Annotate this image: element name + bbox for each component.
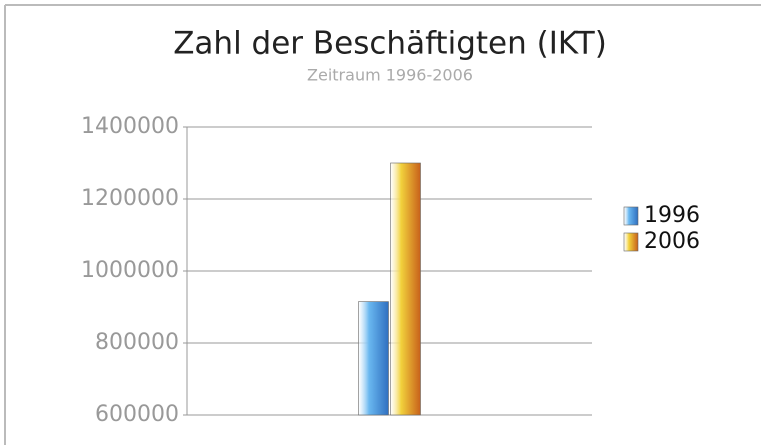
legend-swatch	[623, 232, 639, 252]
bar	[390, 162, 421, 416]
legend-label: 2006	[644, 229, 700, 254]
y-tick-label: 1400000	[81, 114, 179, 139]
y-tick-label: 1000000	[81, 258, 179, 283]
y-tick-label: 800000	[95, 330, 179, 355]
legend-label: 1996	[644, 203, 700, 228]
y-tick-label: 600000	[95, 402, 179, 427]
chart-title: Zahl der Beschäftigten (IKT)	[173, 26, 607, 62]
legend-swatch	[623, 206, 639, 226]
chart-subtitle: Zeitraum 1996-2006	[307, 66, 473, 85]
y-tick-label: 1200000	[81, 186, 179, 211]
bar	[358, 301, 389, 416]
